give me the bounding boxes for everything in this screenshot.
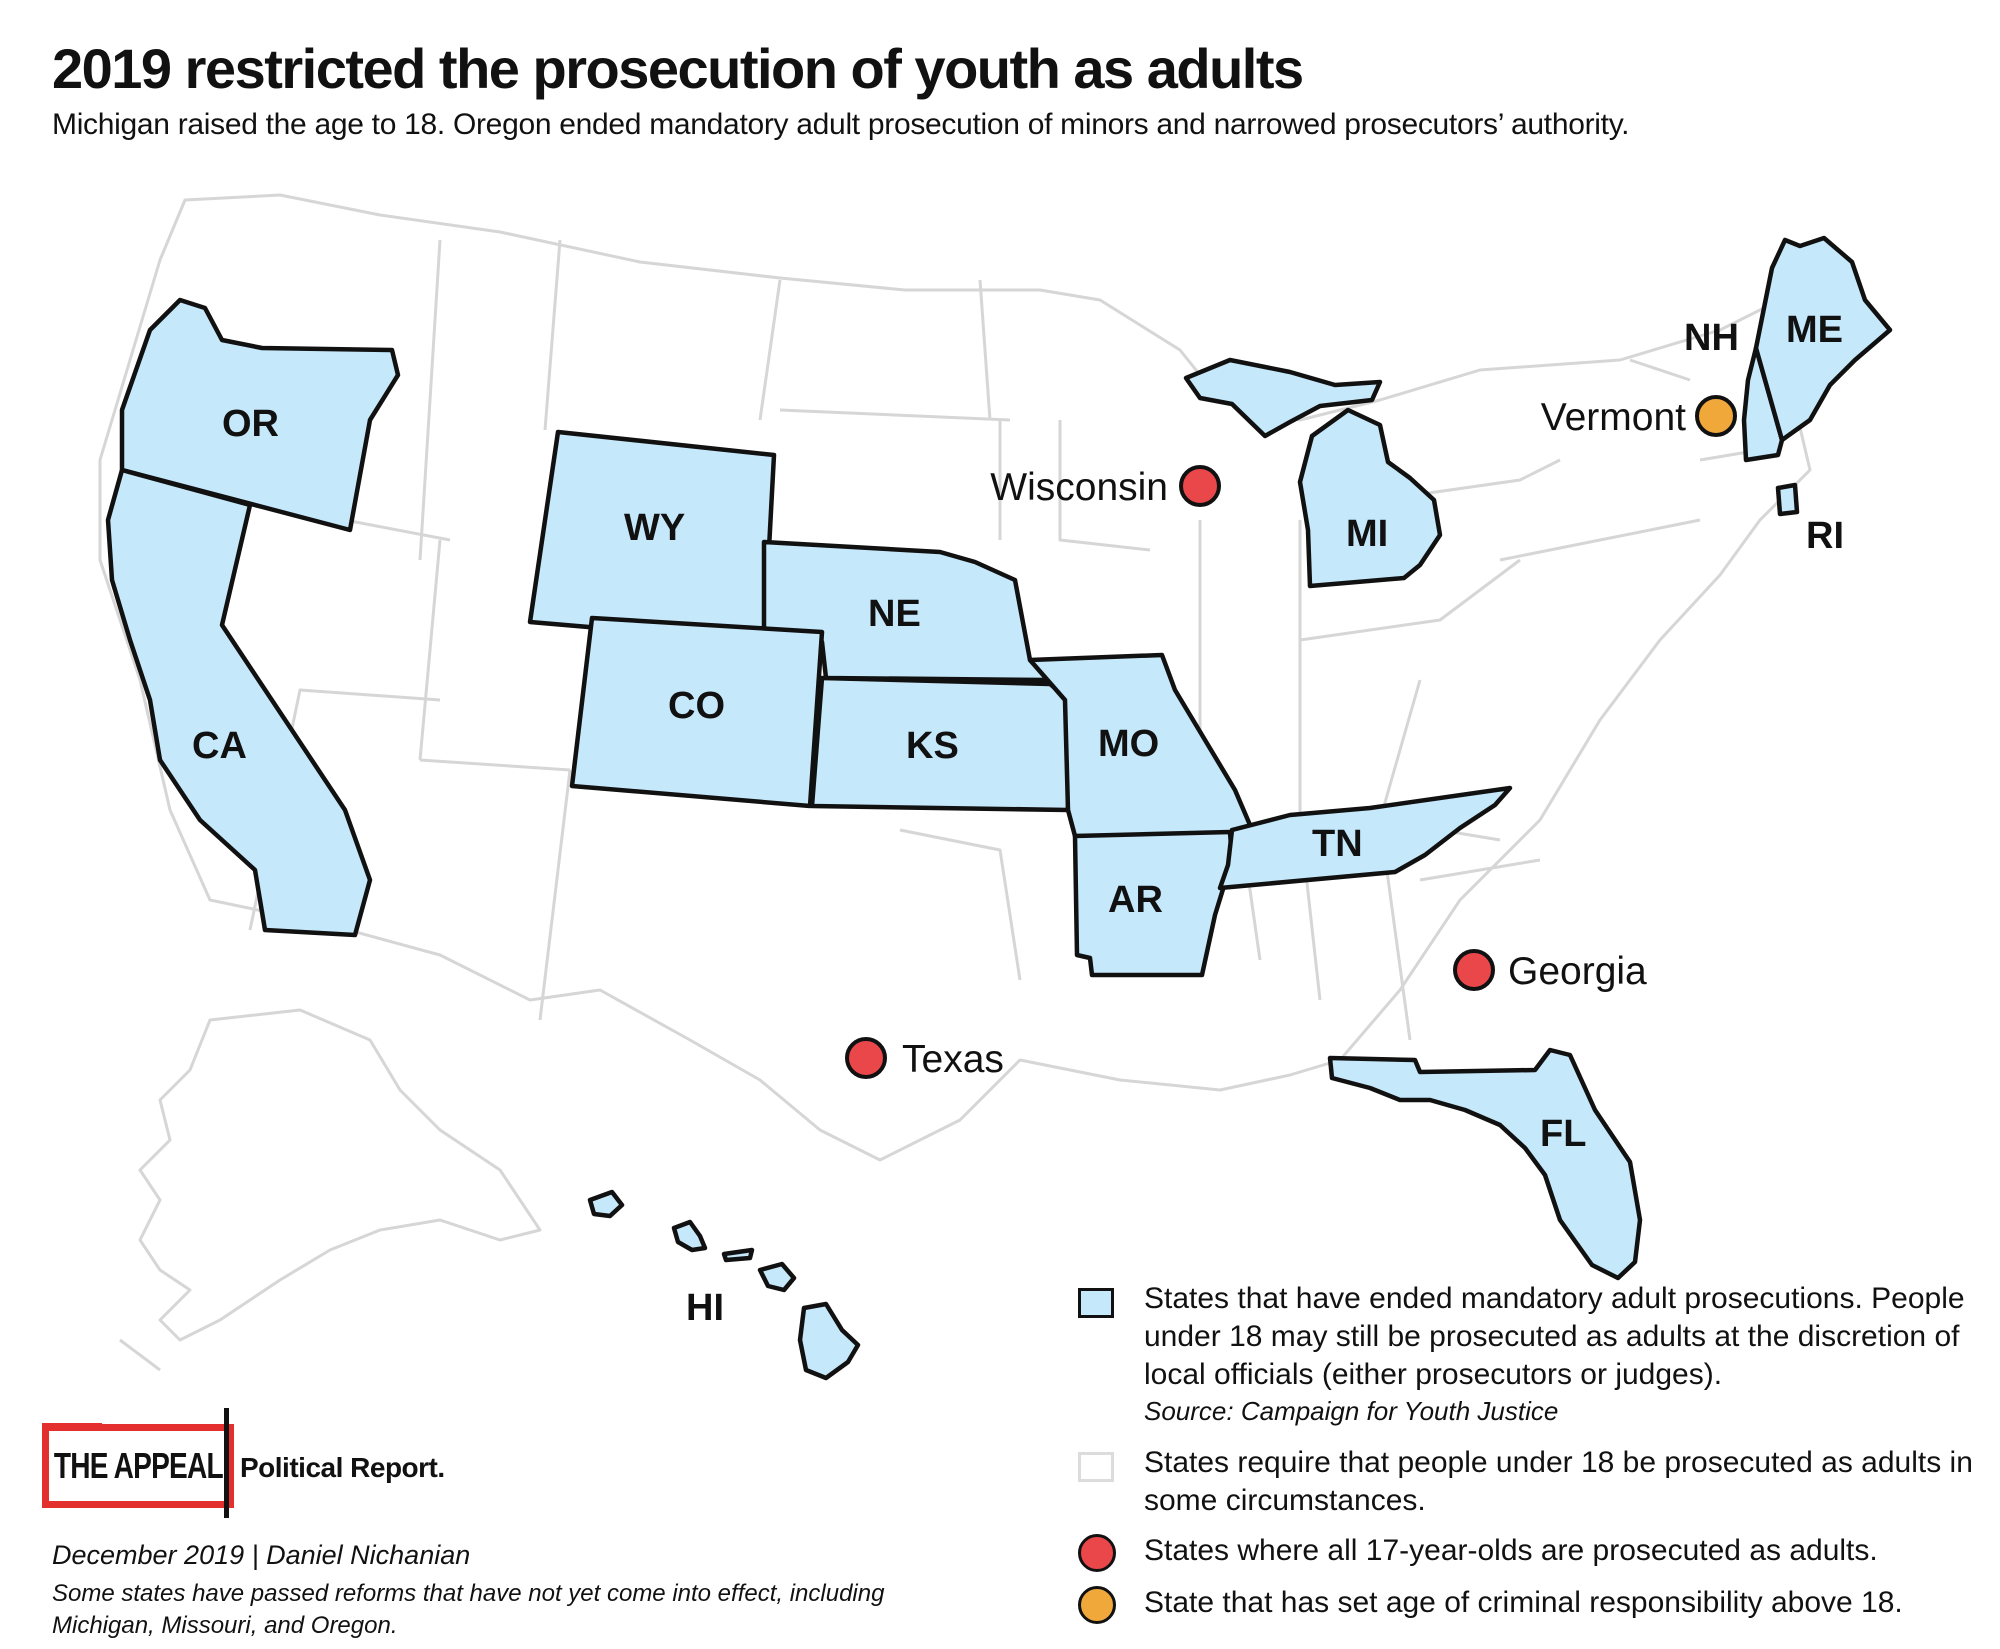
legend-swatch-white <box>1078 1452 1114 1482</box>
label-co: CO <box>668 685 725 727</box>
legend-item-ended-mandatory: States that have ended mandatory adult p… <box>1078 1280 1978 1428</box>
label-mo: MO <box>1098 723 1159 765</box>
callout-dot-georgia <box>1455 951 1493 989</box>
label-me: ME <box>1786 309 1843 351</box>
callout-dot-wisconsin <box>1181 467 1219 505</box>
callout-label-vermont: Vermont <box>1541 396 1686 439</box>
callout-dot-texas <box>847 1039 885 1077</box>
logo-divider <box>224 1408 229 1518</box>
legend-text-ended-mandatory: States that have ended mandatory adult p… <box>1144 1282 1965 1391</box>
label-ca: CA <box>192 725 247 767</box>
publication-name: Political Report. <box>240 1452 445 1484</box>
byline: December 2019 | Daniel Nichanian <box>52 1540 470 1571</box>
callout-label-texas: Texas <box>902 1038 1004 1081</box>
legend-swatch-red-dot <box>1078 1534 1116 1572</box>
state-hi-big-island <box>800 1304 858 1378</box>
logo-text: THE APPEAL <box>53 1445 222 1487</box>
state-ca <box>108 470 370 935</box>
legend: States that have ended mandatory adult p… <box>1078 1280 1978 1622</box>
state-hi-molokai <box>724 1250 752 1260</box>
label-wy: WY <box>624 507 685 549</box>
footnote: Some states have passed reforms that hav… <box>52 1578 932 1642</box>
label-nh: NH <box>1684 317 1739 359</box>
callout-dot-vermont <box>1697 397 1735 435</box>
label-ne: NE <box>868 593 921 635</box>
state-fl <box>1330 1050 1640 1278</box>
legend-item-all-17: States where all 17-year-olds are prosec… <box>1078 1532 1978 1570</box>
legend-swatch-blue <box>1078 1288 1114 1318</box>
legend-text-all-17: States where all 17-year-olds are prosec… <box>1144 1534 1878 1567</box>
legend-text-require-some: States require that people under 18 be p… <box>1144 1446 1973 1517</box>
the-appeal-logo: THE APPEAL <box>42 1424 234 1508</box>
label-hi: HI <box>686 1287 724 1329</box>
state-hi-kauai <box>590 1192 622 1216</box>
state-ri <box>1778 485 1797 514</box>
label-or: OR <box>222 403 279 445</box>
state-hi-maui <box>760 1264 794 1290</box>
state-hi-oahu <box>674 1222 705 1250</box>
label-ks: KS <box>906 725 959 767</box>
label-ar: AR <box>1108 879 1163 921</box>
legend-text-above-18: State that has set age of criminal respo… <box>1144 1586 1903 1619</box>
legend-item-above-18: State that has set age of criminal respo… <box>1078 1584 1978 1622</box>
label-ri: RI <box>1806 515 1844 557</box>
state-mi-lower <box>1300 410 1440 586</box>
legend-item-require-some: States require that people under 18 be p… <box>1078 1444 1978 1520</box>
label-mi: MI <box>1346 513 1388 555</box>
label-tn: TN <box>1312 823 1363 865</box>
label-fl: FL <box>1540 1113 1586 1155</box>
legend-swatch-orange-dot <box>1078 1586 1116 1624</box>
alaska-outline <box>120 1010 540 1370</box>
callout-label-wisconsin: Wisconsin <box>990 466 1168 509</box>
callout-label-georgia: Georgia <box>1508 950 1647 993</box>
legend-source: Source: Campaign for Youth Justice <box>1144 1394 1978 1428</box>
